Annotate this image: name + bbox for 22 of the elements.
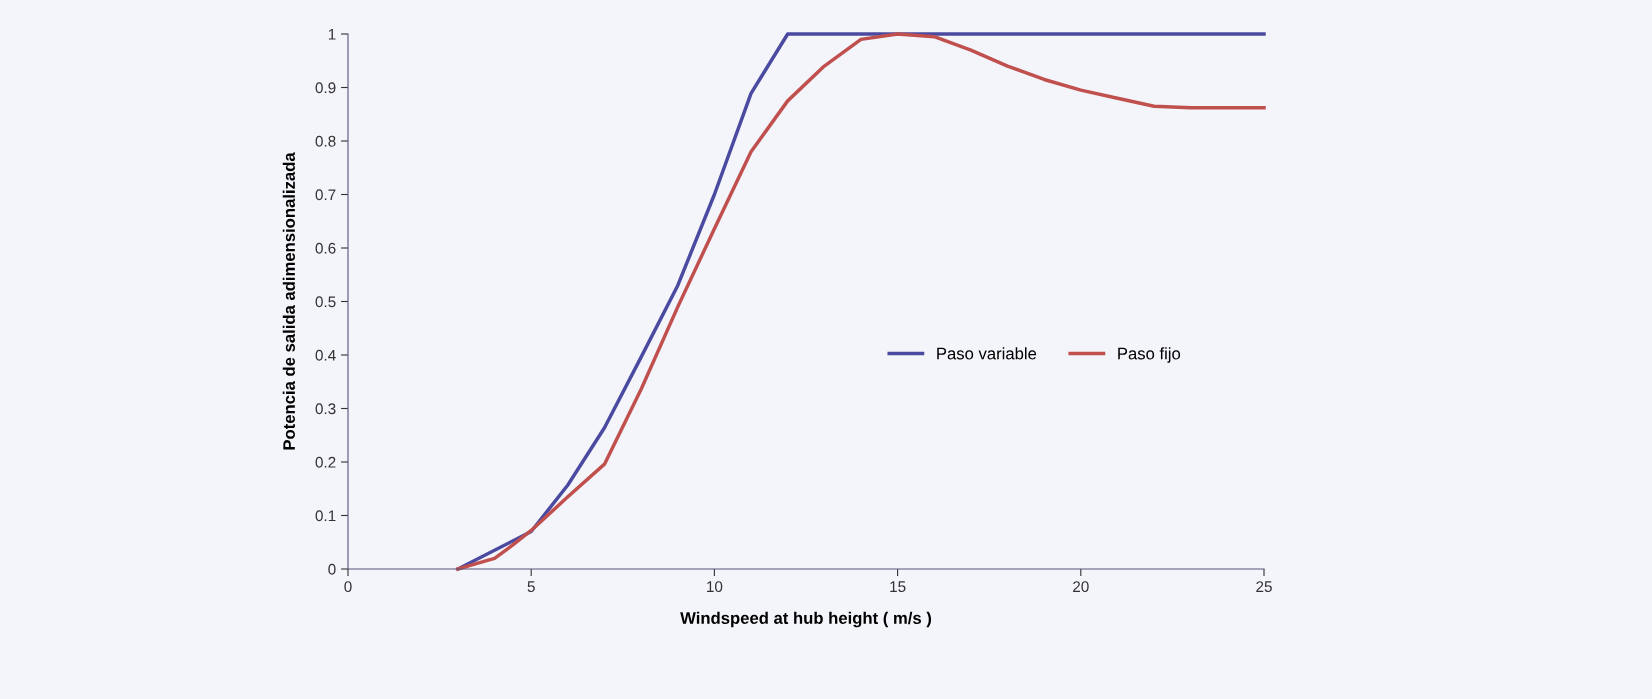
legend-label: Paso fijo bbox=[1118, 347, 1181, 363]
line-series bbox=[456, 32, 1266, 571]
y-tick-label: 0.9 bbox=[315, 82, 336, 94]
y-tick-label: 0.1 bbox=[315, 510, 336, 522]
x-tick-label: 5 bbox=[527, 581, 535, 593]
x-tick-label: 20 bbox=[1073, 581, 1089, 593]
y-axis-title: Potencia de salida adimensionalizada bbox=[282, 152, 295, 450]
y-tick-label: 0.6 bbox=[315, 242, 336, 254]
x-tick-label: 0 bbox=[344, 581, 352, 593]
y-tick-label: 0.2 bbox=[315, 456, 336, 468]
x-axis-title: Windspeed at hub height ( m/s ) bbox=[680, 611, 932, 628]
y-tick-label: 0.8 bbox=[315, 135, 336, 147]
x-tick-label: 15 bbox=[890, 581, 906, 593]
x-tick-label: 25 bbox=[1256, 581, 1272, 593]
y-tick-label: 0.5 bbox=[315, 296, 336, 308]
y-tick-label: 0.3 bbox=[315, 403, 336, 415]
y-tick-label: 0.4 bbox=[315, 349, 336, 361]
x-tick-label: 10 bbox=[707, 581, 723, 593]
y-tick-label: 0 bbox=[328, 563, 336, 575]
y-tick-label: 1 bbox=[328, 29, 336, 40]
legend-label: Paso variable bbox=[937, 347, 1037, 360]
y-tick-label: 0.7 bbox=[315, 189, 336, 201]
